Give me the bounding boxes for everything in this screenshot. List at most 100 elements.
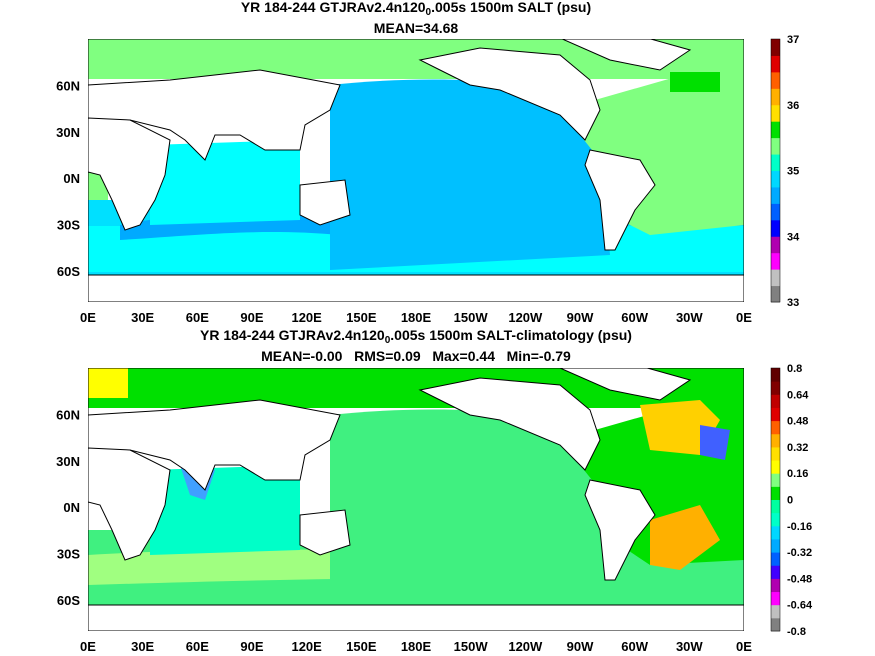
panel2-antarctica	[88, 604, 744, 631]
panel1-x-tick-label: 150W	[454, 310, 489, 325]
panel2-x-tick-label: 120E	[291, 639, 322, 654]
panel2-x-tick-label: 0E	[80, 639, 96, 654]
panel1-colorbar-swatch	[771, 219, 780, 237]
panel2-title-sub: 0	[384, 335, 391, 346]
panel1-pacific-region	[330, 79, 610, 270]
panel2-australia	[299, 509, 351, 556]
panel1-x-tick-label: 0E	[736, 310, 752, 325]
panel1-colorbar-swatch	[771, 236, 780, 254]
panel2-south-atlantic-high	[650, 505, 720, 570]
panel2-x-tick-label: 150W	[454, 639, 489, 654]
panel1-stats-text: MEAN=34.68	[373, 20, 459, 36]
panel2-colorbar: 0.8 0.64 0.48 0.32 0.16 0 -0.16 -0.32 -0.48 -0.64…	[770, 363, 813, 638]
panel2-y-tick-label: 0N	[63, 500, 80, 515]
panel2-arctic-yellow	[88, 368, 128, 398]
panel1-title-sub: 0	[425, 7, 432, 18]
panel2-x-axis: 0E 30E 60E 90E 120E 150E 180E 150W 120W 90W 60W 30W…	[80, 639, 752, 654]
panel1-stats: MEAN=34.68	[88, 20, 744, 37]
panel2-stats-text: MEAN=-0.00 RMS=0.09 Max=0.44 Min=-0.79	[261, 348, 571, 364]
panel2-colorbar-swatch	[771, 591, 780, 606]
panel2-colorbar-label: -0.64	[787, 600, 813, 612]
panel2-x-tick-label: 180E	[401, 639, 432, 654]
panel1-x-tick-label: 0E	[80, 310, 96, 325]
panel1-colorbar-swatch	[771, 137, 780, 155]
panel2-greenland	[559, 368, 692, 401]
panel1-x-tick-label: 120E	[291, 310, 322, 325]
panel1-title-prefix: YR 184-244 GTJRAv2.4n120	[240, 0, 426, 15]
panel2-colorbar-swatch	[771, 578, 780, 593]
panel2-colorbar-swatch	[771, 433, 780, 448]
panel1-x-tick-label: 60W	[621, 310, 648, 325]
panel2-x-tick-label: 90W	[567, 639, 594, 654]
panel2-x-tick-label: 30E	[131, 639, 154, 654]
panel1-colorbar-swatch	[771, 269, 780, 287]
panel2-x-tick-label: 60W	[621, 639, 648, 654]
panel1-x-tick-label: 30W	[676, 310, 703, 325]
panel2-colorbar-label: 0.48	[787, 416, 808, 428]
panel2-colorbar-label: -0.32	[787, 547, 812, 559]
panel1-colorbar-swatch	[771, 104, 780, 122]
panel1-y-axis: 60N 30N 0N 30S 60S	[56, 78, 80, 279]
panel2-south-america	[584, 479, 656, 581]
panel2-colorbar-label: 0.64	[787, 389, 809, 401]
panel1-x-tick-label: 150E	[346, 310, 377, 325]
panel1-colorbar-swatch	[771, 170, 780, 188]
panel1-colorbar-swatch	[771, 186, 780, 204]
panel1-colorbar-frame	[770, 38, 781, 303]
panel2-colorbar-swatch	[771, 525, 780, 540]
panel2-colorbar-label: 0	[787, 495, 793, 507]
panel2-colorbar-swatch	[771, 394, 780, 408]
panel2-title: YR 184-244 GTJRAv2.4n1200.005s 1500m SAL…	[88, 327, 744, 346]
panel1-colorbar-swatch	[771, 55, 780, 73]
panel1-colorbar-label: 35	[787, 166, 799, 178]
panel1-colorbar-swatch	[771, 285, 780, 303]
panel1-colorbar-swatch	[771, 121, 780, 139]
panel2-map	[88, 368, 744, 631]
panel2-colorbar-label: -0.16	[787, 521, 812, 533]
panel1-x-tick-label: 60E	[186, 310, 209, 325]
panel1-map	[88, 39, 744, 302]
panel1-colorbar-swatch	[771, 252, 780, 270]
panel2-x-tick-label: 150E	[346, 639, 377, 654]
panel2-colorbar-swatch	[771, 538, 780, 553]
panel1-y-tick-label: 0N	[63, 171, 80, 186]
panel1-x-tick-label: 30E	[131, 310, 154, 325]
panel2-y-tick-label: 60N	[56, 407, 80, 422]
panel1-x-tick-label: 120W	[508, 310, 543, 325]
panel2-colorbar-swatch	[771, 407, 780, 422]
panel2-colorbar-swatch	[771, 512, 780, 527]
panel2-colorbar-swatch	[771, 565, 780, 579]
panel1-x-axis: 0E 30E 60E 90E 120E 150E 180E 150W 120W 90W 60W 30W…	[80, 310, 752, 325]
panel1-colorbar-label: 34	[787, 231, 800, 243]
panel2-colorbar-swatch	[771, 473, 780, 487]
panel2-x-tick-label: 30W	[676, 639, 703, 654]
panel1-colorbar-swatch	[771, 88, 780, 106]
panel2-y-tick-label: 30S	[57, 547, 80, 562]
panel1-africa	[88, 117, 171, 231]
panel2-continents	[88, 368, 744, 631]
panel1-colorbar-label: 37	[787, 34, 799, 46]
panel2-colorbar-swatch	[771, 420, 780, 435]
panel2-colorbar-label: -0.8	[787, 626, 806, 638]
panel2-colorbar-swatch	[771, 368, 780, 382]
panel1-colorbar-swatch	[771, 39, 780, 56]
panel1-indian-region	[150, 140, 300, 225]
panel1-y-tick-label: 30N	[56, 125, 80, 140]
panel2-africa	[88, 447, 171, 561]
panel1-colorbar-swatch	[771, 71, 780, 89]
panel1-y-tick-label: 60N	[56, 78, 80, 93]
panel2-mediterranean-outflow	[700, 425, 730, 460]
panel1-x-tick-label: 180E	[401, 310, 432, 325]
panel2-colorbar-label: 0.32	[787, 442, 808, 454]
panel2-colorbar-label: -0.48	[787, 573, 812, 585]
panel1-y-tick-label: 30S	[57, 218, 80, 233]
panel1-atlantic-region	[560, 70, 744, 235]
panel1-continents	[88, 39, 744, 302]
panel1-colorbar-swatch	[771, 203, 780, 221]
panel2-stats: MEAN=-0.00 RMS=0.09 Max=0.44 Min=-0.79	[88, 348, 744, 365]
panel2-x-tick-label: 90E	[240, 639, 263, 654]
panel2-colorbar-frame	[770, 367, 781, 632]
panel2-colorbar-swatch	[771, 604, 780, 619]
panel1-south-america	[584, 149, 656, 251]
